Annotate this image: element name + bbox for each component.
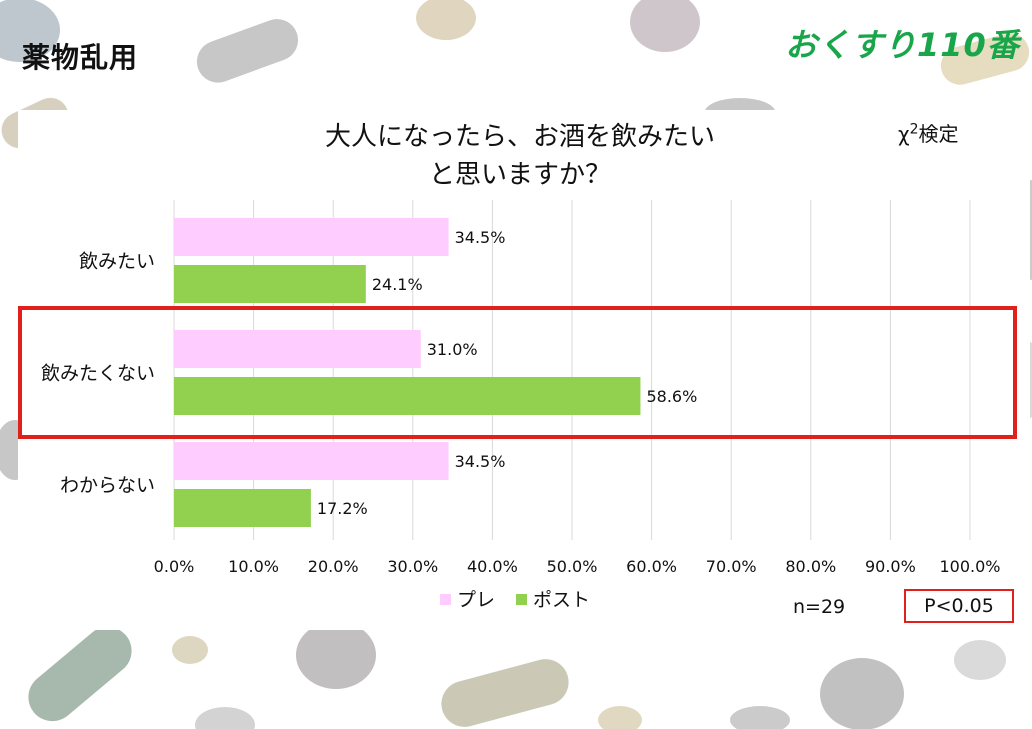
category-label: わからない [60,475,155,497]
x-tick-label: 90.0% [865,557,916,576]
x-tick-label: 100.0% [939,557,1000,576]
x-tick-label: 70.0% [706,557,757,576]
bar [174,489,311,527]
data-label: 17.2% [317,499,368,518]
x-tick-label: 10.0% [228,557,279,576]
legend-swatch [516,594,527,605]
legend-label: プレ [457,589,495,611]
bar [174,377,641,415]
chart-title-line-2: と思いますか？ [428,160,611,190]
chart-panel [18,110,1030,630]
p-value-box: P<0.05 [904,589,1014,623]
x-tick-label: 20.0% [308,557,359,576]
chart-title: 大人になったら、お酒を飲みたい と思いますか？ [300,118,740,194]
x-tick-label: 30.0% [387,557,438,576]
x-tick-label: 50.0% [547,557,598,576]
x-tick-label: 40.0% [467,557,518,576]
bar [174,442,449,480]
x-tick-label: 0.0% [154,557,195,576]
test-suffix: 検定 [918,122,959,146]
test-label: χ2検定 [898,118,958,147]
data-label: 34.5% [455,452,506,471]
legend-swatch [440,594,451,605]
chart-title-line-1: 大人になったら、お酒を飲みたい [324,122,715,152]
test-chi: χ [898,122,910,146]
data-label: 24.1% [372,275,423,294]
x-tick-label: 80.0% [785,557,836,576]
sample-size: n=29 [793,596,846,618]
bar [174,218,449,256]
x-tick-label: 60.0% [626,557,677,576]
bar [174,265,366,303]
data-label: 31.0% [427,340,478,359]
bar [174,330,421,368]
brand-logo: おくすり110番 [785,26,1020,64]
data-label: 34.5% [455,228,506,247]
legend-label: ポスト [533,589,590,611]
category-label: 飲みたくない [41,363,155,385]
highlight-box [18,306,1017,439]
category-label: 飲みたい [79,251,155,273]
page-title: 薬物乱用 [22,41,139,74]
test-sup: 2 [909,121,919,138]
data-label: 58.6% [646,387,697,406]
